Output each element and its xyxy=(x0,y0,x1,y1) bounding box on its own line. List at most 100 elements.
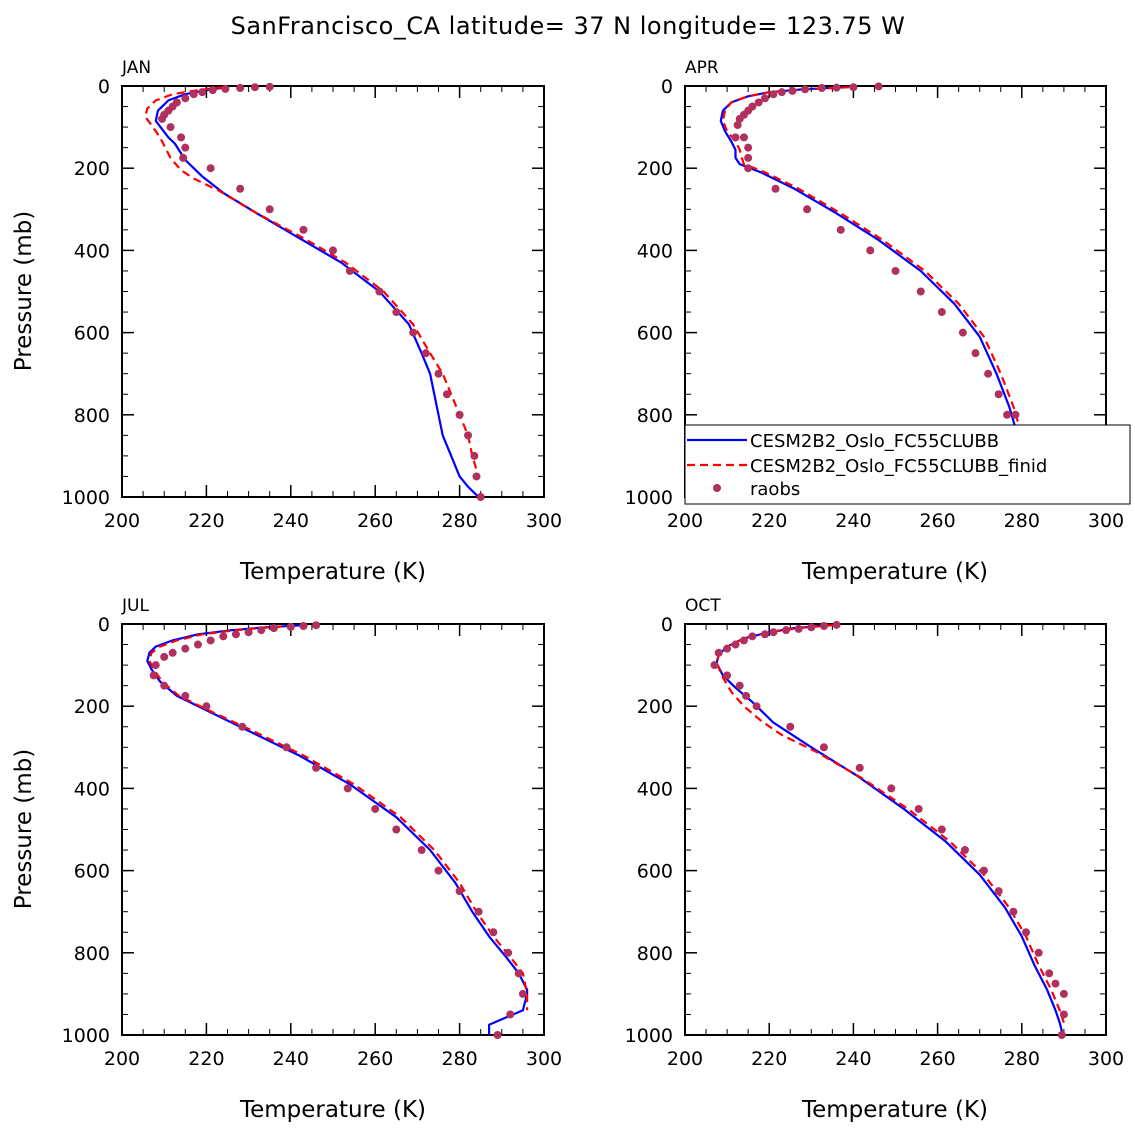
y-tick-label: 200 xyxy=(637,696,673,718)
y-tick-label: 200 xyxy=(74,158,110,180)
raobs-point xyxy=(710,661,719,670)
raobs-point xyxy=(752,702,761,711)
raobs-point xyxy=(937,825,946,834)
raobs-point xyxy=(744,164,753,173)
raobs-point xyxy=(238,722,247,731)
raobs-point xyxy=(472,472,481,481)
raobs-point xyxy=(206,164,215,173)
raobs-point xyxy=(409,328,418,337)
raobs-point xyxy=(149,671,158,680)
raobs-point xyxy=(1045,969,1054,978)
raobs-point xyxy=(244,628,253,637)
raobs-point xyxy=(994,887,1003,896)
raobs-point xyxy=(166,123,175,132)
raobs-point xyxy=(760,630,769,639)
panel-label: APR xyxy=(685,58,719,78)
panel-apr: APR 200 220 240 260 280 30002004006008001000 … xyxy=(625,58,1124,585)
axis-ticks: 200 220 240 260 280 300 0 200 400 600 800 1000 xyxy=(625,614,1124,1070)
raobs-point xyxy=(803,205,812,214)
y-tick-label: 200 xyxy=(74,696,110,718)
raobs-point xyxy=(371,804,380,813)
raobs-point xyxy=(474,907,483,916)
y-tick-label: 1000 xyxy=(625,1025,673,1047)
raobs-point xyxy=(158,114,167,123)
raobs-point xyxy=(874,82,883,91)
raobs-point xyxy=(794,624,803,633)
raobs-point xyxy=(177,133,186,142)
raobs-point xyxy=(392,308,401,317)
y-tick-label: 400 xyxy=(637,240,673,262)
raobs-point xyxy=(434,369,443,378)
legend: CESM2B2_Oslo_FC55CLUBB CESM2B2_Oslo_FC55… xyxy=(684,424,1131,505)
raobs-point xyxy=(739,636,748,645)
x-tick-label: 280 xyxy=(1004,1048,1040,1070)
raobs-point xyxy=(442,390,451,399)
raobs-point xyxy=(769,628,778,637)
raobs-point xyxy=(455,887,464,896)
raobs-point xyxy=(221,84,230,93)
y-tick-label: 400 xyxy=(74,240,110,262)
x-tick-label: 300 xyxy=(1088,1048,1124,1070)
y-tick-label: 0 xyxy=(98,76,110,98)
series-group xyxy=(710,620,1068,1039)
x-tick-label: 220 xyxy=(751,1048,787,1070)
raobs-point xyxy=(202,702,211,711)
raobs-point xyxy=(189,90,198,99)
axis-ticks: 200 220 240 260 280 300 0 200 400 600 800 1000 xyxy=(62,614,562,1070)
raobs-point xyxy=(1059,989,1068,998)
model-line xyxy=(154,86,480,498)
raobs-point xyxy=(958,328,967,337)
legend-label-raobs: raobs xyxy=(750,479,800,500)
raobs-point xyxy=(265,82,274,91)
raobs-point xyxy=(168,648,177,657)
x-tick-label: 200 xyxy=(667,1048,703,1070)
raobs-point xyxy=(181,691,190,700)
raobs-point xyxy=(1009,907,1018,916)
x-tick-label: 200 xyxy=(667,510,703,532)
raobs-point xyxy=(937,308,946,317)
y-tick-label: 200 xyxy=(637,158,673,180)
raobs-point xyxy=(1059,1010,1068,1019)
raobs-point xyxy=(916,287,925,296)
raobs-point xyxy=(971,349,980,358)
y-tick-label: 0 xyxy=(661,76,673,98)
raobs-point xyxy=(807,623,816,632)
raobs-point xyxy=(832,620,841,629)
raobs-point xyxy=(476,493,485,501)
finid-line xyxy=(144,86,480,477)
legend-label-model: CESM2B2_Oslo_FC55CLUBB xyxy=(750,431,999,452)
y-tick-label: 400 xyxy=(74,778,110,800)
finid-line xyxy=(715,624,1065,1024)
raobs-point xyxy=(723,671,732,680)
raobs-point xyxy=(343,784,352,793)
finid-line xyxy=(721,86,1044,498)
y-axis-label: Pressure (mb) xyxy=(11,749,37,909)
raobs-point xyxy=(208,86,217,95)
raobs-point xyxy=(392,825,401,834)
raobs-point xyxy=(265,205,274,214)
raobs-point xyxy=(731,640,740,649)
raobs-point xyxy=(754,98,763,107)
x-tick-label: 200 xyxy=(104,1048,140,1070)
y-tick-label: 600 xyxy=(74,323,110,345)
raobs-point xyxy=(994,390,1003,399)
raobs-point xyxy=(312,621,321,630)
figure-title: SanFrancisco_CA latitude= 37 N longitude… xyxy=(231,12,906,40)
y-tick-label: 800 xyxy=(74,405,110,427)
raobs-point xyxy=(236,184,245,193)
raobs-point xyxy=(181,143,190,152)
axis-ticks: 200 220 240 260 280 300 0 200 400 600 800 1000 xyxy=(62,76,562,532)
raobs-point xyxy=(504,948,513,957)
raobs-point xyxy=(731,133,740,142)
raobs-point xyxy=(769,90,778,99)
x-tick-label: 260 xyxy=(919,1048,955,1070)
panel-jan: JAN 200 220 240 260 280 30002004006008001000 … xyxy=(11,58,562,585)
raobs-point xyxy=(493,1031,502,1039)
y-tick-label: 800 xyxy=(637,943,673,965)
raobs-point xyxy=(748,632,757,641)
raobs-point xyxy=(312,763,321,772)
raobs-point xyxy=(231,630,240,639)
legend-label-finid: CESM2B2_Oslo_FC55CLUBB_finid xyxy=(750,456,1047,477)
raobs-point xyxy=(160,681,169,690)
series-group xyxy=(144,82,485,501)
